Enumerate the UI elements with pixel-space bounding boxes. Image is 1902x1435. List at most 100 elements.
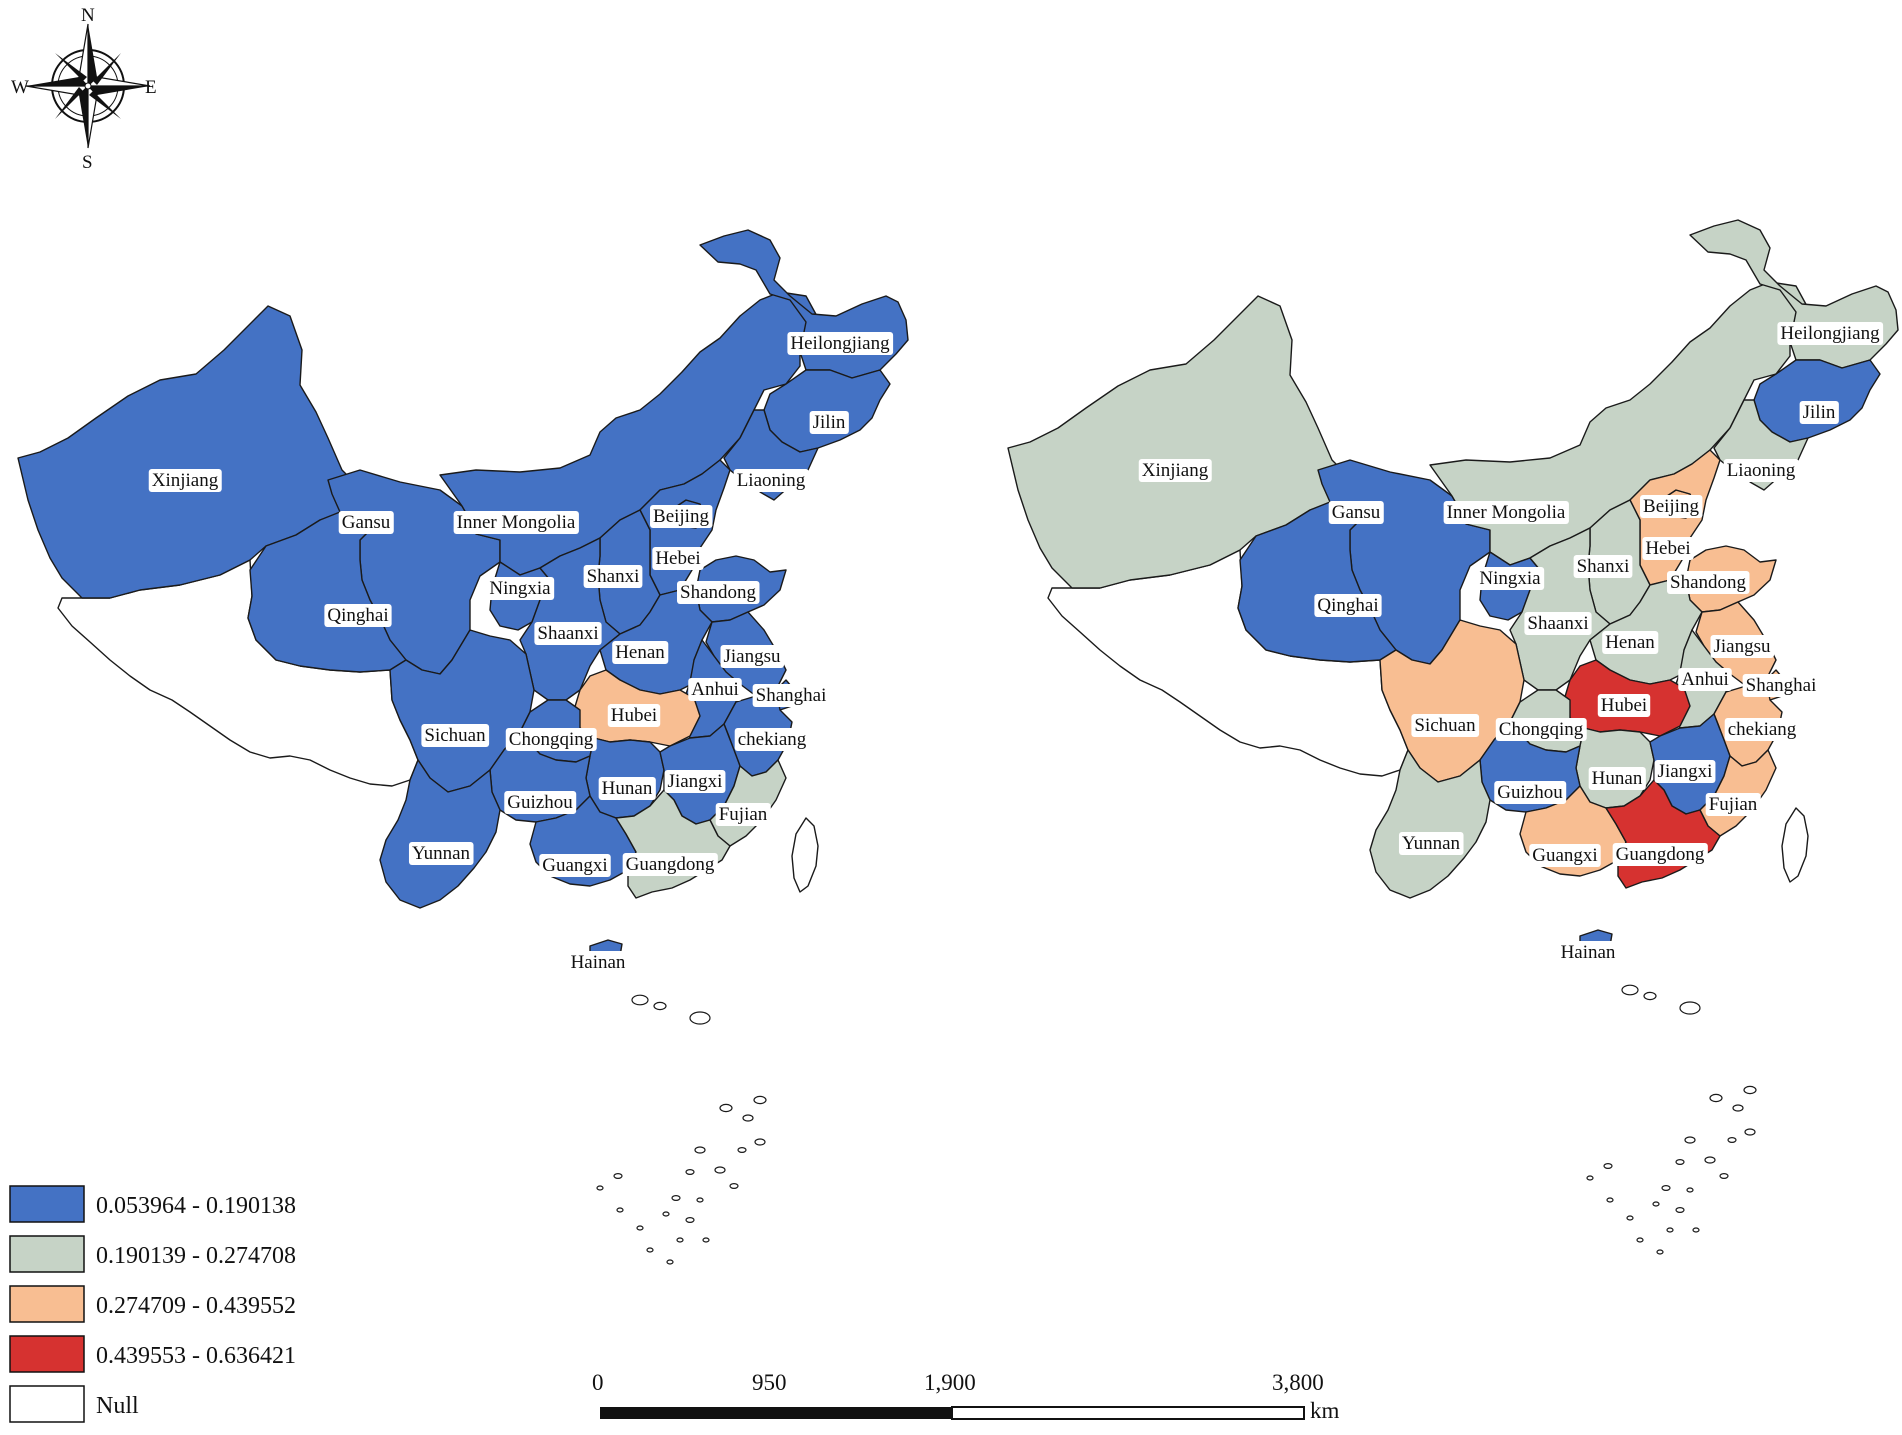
- sea-island-16: [1675, 1206, 1685, 1213]
- label-bg: [1597, 694, 1651, 717]
- sea-island-18: [1692, 1227, 1700, 1233]
- compass-west: W: [11, 77, 29, 98]
- label-bg: [1588, 767, 1646, 790]
- sea-island-20: [1652, 1201, 1660, 1207]
- label-bg: [1612, 843, 1708, 866]
- label-jilin: Jilin: [813, 412, 846, 433]
- label-bg: [607, 704, 661, 727]
- sea-island-6: [694, 1146, 706, 1154]
- label-fujian: Fujian: [719, 804, 768, 825]
- label-bg: [1640, 495, 1703, 518]
- label-bg: [809, 411, 849, 434]
- island-taiwan: [791, 817, 819, 893]
- label-guangxi: Guangxi: [1532, 845, 1597, 866]
- legend-label-1: 0.190139 - 0.274708: [96, 1243, 296, 1269]
- label-bg: [720, 645, 784, 668]
- label-bg: [324, 604, 392, 627]
- scale-tick-0: 0: [592, 1370, 604, 1395]
- sea-island-19: [636, 1225, 644, 1231]
- sea-island-3: [719, 1103, 733, 1113]
- label-chekiang: chekiang: [738, 729, 807, 750]
- sea-island-5: [1743, 1085, 1757, 1095]
- label-bg: [1724, 718, 1800, 741]
- sea-island-12: [1686, 1187, 1694, 1193]
- legend-label-2: 0.274709 - 0.439552: [96, 1293, 296, 1319]
- label-shaanxi: Shaanxi: [537, 623, 598, 644]
- label-shandong: Shandong: [680, 582, 757, 603]
- label-bg: [505, 728, 597, 751]
- sea-island-22: [1606, 1197, 1614, 1203]
- scale-bar-white-segment: [951, 1406, 1305, 1420]
- compass-north: N: [81, 5, 95, 26]
- label-bg: [453, 511, 579, 534]
- sea-island-0: [1621, 984, 1639, 996]
- legend-swatch-2: [9, 1285, 85, 1323]
- sea-island-11: [1661, 1184, 1671, 1191]
- label-inner-mongolia: Inner Mongolia: [457, 512, 576, 533]
- sea-island-1: [653, 1001, 667, 1011]
- label-heilongjiang: Heilongjiang: [1780, 323, 1880, 344]
- label-gansu: Gansu: [342, 512, 391, 533]
- label-bg: [539, 854, 611, 877]
- sea-island-20: [662, 1211, 670, 1217]
- compass-rose-icon: N S E W: [11, 5, 157, 173]
- sea-island-16: [685, 1216, 695, 1223]
- label-anhui: Anhui: [1681, 669, 1729, 690]
- scale-bar-black-segment: [600, 1407, 952, 1419]
- sea-island-9: [1727, 1136, 1737, 1143]
- label-bg: [650, 505, 713, 528]
- label-gansu: Gansu: [1332, 502, 1381, 523]
- sea-island-4: [1732, 1104, 1744, 1112]
- sea-island-15: [596, 1185, 604, 1191]
- label-guangdong: Guangdong: [1616, 844, 1705, 865]
- label-hainan: Hainan: [1561, 942, 1616, 963]
- label-shanxi: Shanxi: [1577, 556, 1630, 577]
- label-jiangxi: Jiangxi: [1658, 761, 1713, 782]
- sea-island-12: [696, 1197, 704, 1203]
- label-bg: [583, 565, 643, 588]
- label-bg: [715, 803, 771, 826]
- label-chongqing: Chongqing: [509, 729, 594, 750]
- label-bg: [787, 332, 894, 355]
- sea-island-10: [1744, 1128, 1756, 1136]
- label-heilongjiang: Heilongjiang: [790, 333, 890, 354]
- legend-label-4: Null: [96, 1393, 139, 1419]
- sea-island-5: [753, 1095, 767, 1105]
- sea-island-8: [714, 1166, 726, 1174]
- sea-island-18: [702, 1237, 710, 1243]
- label-bg: [1573, 555, 1633, 578]
- legend-swatch-0: [9, 1185, 85, 1223]
- label-bg: [1678, 668, 1732, 691]
- sea-island-11: [671, 1194, 681, 1201]
- sea-island-8: [1704, 1156, 1716, 1164]
- sea-island-0: [631, 994, 649, 1006]
- sea-island-21: [646, 1247, 654, 1253]
- sea-island-14: [1603, 1162, 1613, 1169]
- label-bg: [1602, 631, 1659, 654]
- label-bg: [598, 777, 656, 800]
- label-hebei: Hebei: [655, 548, 700, 569]
- label-yunnan: Yunnan: [412, 843, 471, 864]
- label-bg: [1557, 941, 1619, 964]
- label-bg: [752, 684, 830, 707]
- scale-tick-1900: 1,900: [924, 1370, 976, 1395]
- label-bg: [1654, 760, 1716, 783]
- label-chekiang: chekiang: [1728, 719, 1797, 740]
- label-bg: [1705, 793, 1761, 816]
- label-bg: [1398, 832, 1464, 855]
- sea-island-6: [1684, 1136, 1696, 1144]
- label-beijing: Beijing: [653, 506, 709, 527]
- label-qinghai: Qinghai: [327, 605, 388, 626]
- compass-east: E: [145, 77, 157, 98]
- label-hunan: Hunan: [1592, 768, 1643, 789]
- scale-unit: km: [1310, 1398, 1340, 1423]
- label-liaoning: Liaoning: [1727, 460, 1796, 481]
- label-ningxia: Ningxia: [1479, 568, 1541, 589]
- sea-island-19: [1626, 1215, 1634, 1221]
- label-jilin: Jilin: [1803, 402, 1836, 423]
- label-bg: [1494, 781, 1567, 804]
- label-hubei: Hubei: [611, 705, 657, 726]
- label-bg: [504, 791, 577, 814]
- label-bg: [1328, 501, 1384, 524]
